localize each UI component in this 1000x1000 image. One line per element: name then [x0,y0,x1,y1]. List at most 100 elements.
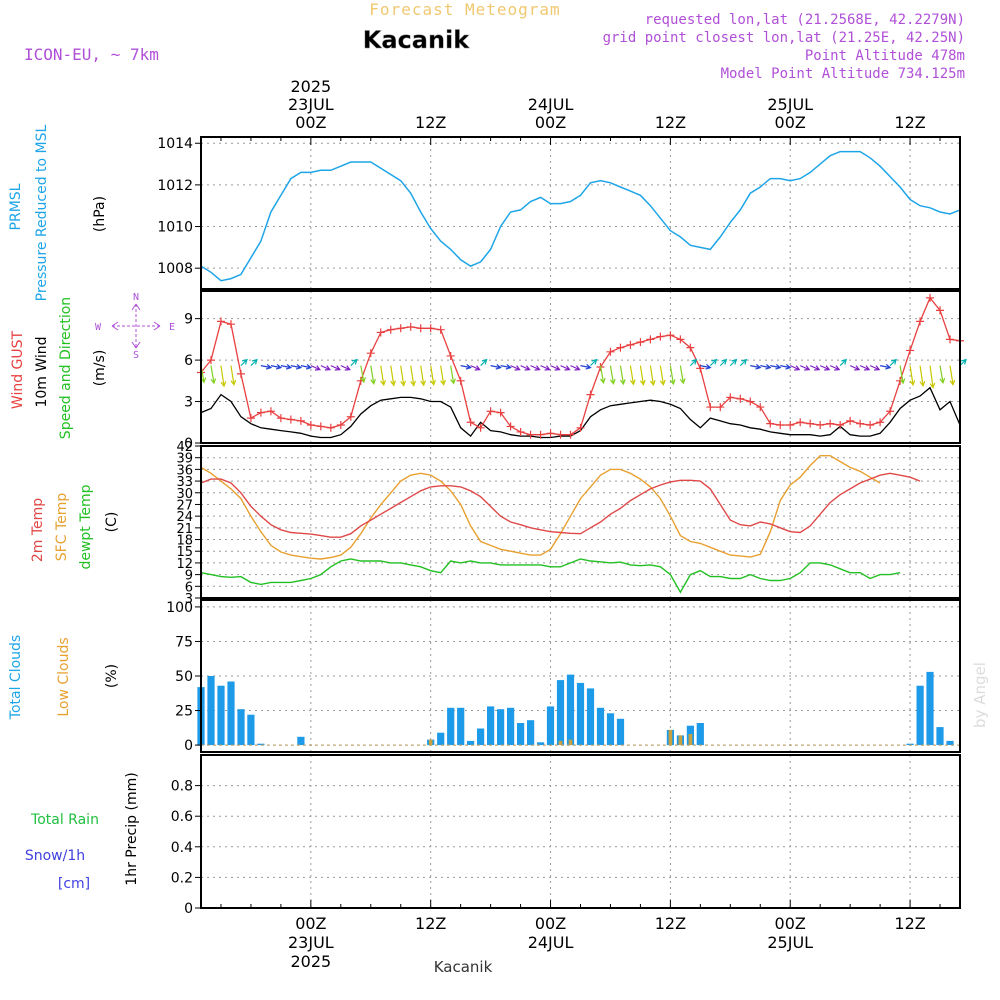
xlabel-bottom: 12Z [894,914,925,933]
gust-marker [566,430,575,439]
gust-marker [656,332,665,341]
gust-marker [946,335,955,344]
watermark: by Angel [971,662,989,728]
gust-marker [476,423,485,432]
year-bottom: 2025 [290,952,331,971]
gust-marker [556,430,565,439]
gust-marker [346,412,355,421]
ytick-label: 42 [176,440,193,455]
ytick-label: 24 [176,510,193,525]
location-title: Kacanik [363,26,471,54]
gust-marker [756,403,765,412]
clouds-total-label: Total Clouds [8,635,24,720]
precip-rain-label: Total Rain [30,812,99,828]
point-altitude: Point Altitude 478m [805,48,965,64]
cloud-total-bar [606,713,615,746]
gust-marker [636,338,645,347]
wind-arrow [260,363,273,370]
gust-marker [296,416,305,425]
cloud-total-bar [527,720,535,746]
clouds-low-label: Low Clouds [56,637,72,716]
compass-icon: N S W E [95,292,175,361]
wind-arrow [510,365,521,371]
wind-arrow [500,363,512,370]
wind-arrow [919,365,926,388]
ytick-label: 21 [176,522,193,537]
panel-frame-wind [200,290,961,444]
requested-coords: requested lon,lat (21.2568E, 42.2279N) [645,12,965,28]
wind-arrow [370,365,376,385]
pressure-line [200,150,961,282]
wind-arrow [789,365,801,371]
grid-layer [201,137,960,909]
ytick-label: 3 [185,592,193,607]
wind-arrow [560,365,571,371]
xlabel-bottom: 12Z [655,914,686,933]
ytick-label: 33 [176,475,193,490]
wind-arrow [470,365,481,371]
cloud-total-bar [297,736,305,746]
xlabel-bottom: 12Z [415,914,446,933]
gust-marker [936,306,945,315]
cloud-total-bar [497,709,505,746]
ytick-label: 6 [184,353,193,369]
gust-marker [436,325,445,334]
cloud-total-bar [916,685,924,746]
cloud-total-bar [537,742,545,746]
gust-marker [806,419,815,428]
gust-marker [686,343,695,352]
wind-arrow [350,358,358,367]
gust-marker [376,328,385,337]
ytick-label: 0.2 [171,870,193,886]
pressure-label-msl: Pressure Reduced to MSL [34,124,50,301]
wind-arrow [530,365,541,371]
frames-layer [200,136,961,909]
gust-marker [576,423,585,432]
panel-frame-pressure [200,136,961,290]
model-label: ICON-EU, ~ 7km [24,45,159,64]
gust-marker [396,324,405,333]
cloud-total-bar [936,727,944,746]
ytick-label: 39 [176,452,193,467]
wind-arrow [400,365,407,387]
pressure-label-prmsl: PRMSL [8,183,24,230]
wind-arrow [570,365,581,371]
ytick-label: 0 [184,738,193,754]
gust-marker [386,325,395,334]
precip-cm-label: [cm] [58,876,90,892]
ytick-label: 36 [176,463,193,478]
gust-marker [306,421,315,430]
cloud-total-bar [227,681,235,746]
cloud-total-bar [237,709,245,746]
wind-arrow [760,363,772,370]
wind-arrow [889,358,897,367]
gust-marker [536,430,545,439]
gust-marker [836,421,845,430]
date-top: 25JUL [767,95,813,114]
wind-arrow [230,365,237,386]
gust-marker [286,415,295,424]
temp-sfc-label: SFC Temp [54,493,70,562]
precip-snow-label: Snow/1h [25,848,85,864]
gust-marker [926,293,935,302]
cloud-total-bar [576,682,585,746]
cloud-total-bar [447,707,455,746]
compass-n: N [133,292,139,303]
gust-marker [446,351,455,360]
gust-marker [256,408,265,417]
gust-marker [866,421,875,430]
cloud-total-bar [467,740,475,745]
ytick-label: 9 [184,312,193,328]
date-bottom: 23JUL [288,933,334,952]
series-layer [197,150,967,909]
precip-unit: 1hr Precip (mm) [124,772,140,885]
cloud-low-bar [568,739,573,746]
gust-marker [466,418,475,427]
gust-marker [886,407,895,416]
wind-arrow [440,365,446,386]
gust-marker [586,390,595,399]
gust-marker [646,335,655,344]
ytick-label: 3 [184,395,193,411]
xlabel-bottom: 00Z [775,914,806,933]
